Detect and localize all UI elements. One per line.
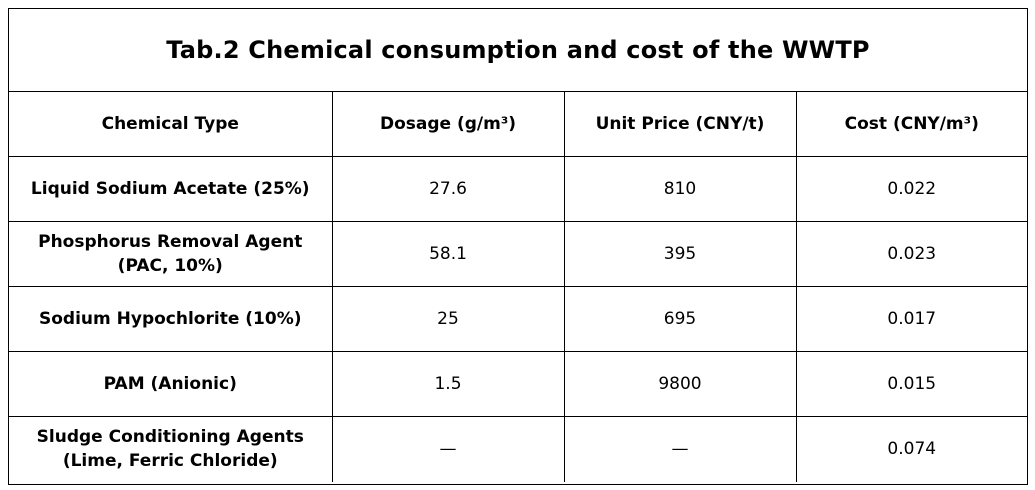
cost-cell: 0.017: [796, 286, 1027, 352]
chemical-type-cell: Sodium Hypochlorite (10%): [9, 286, 333, 352]
chemical-type-line: Phosphorus Removal Agent: [38, 232, 303, 252]
header-row: Chemical Type Dosage (g/m³) Unit Price (…: [9, 92, 1027, 157]
dosage-cell: 1.5: [332, 351, 565, 417]
chemical-type-line: (Lime, Ferric Chloride): [62, 451, 278, 472]
header-unit-price: Unit Price (CNY/t): [564, 92, 797, 157]
dosage-cell: —: [332, 416, 565, 482]
cost-cell: 0.074: [887, 439, 937, 460]
table-row: PAM (Anionic) 1.5 9800 0.015: [9, 351, 1027, 417]
table-title: Tab.2 Chemical consumption and cost of t…: [9, 9, 1027, 92]
table-row: Sodium Hypochlorite (10%) 25 695 0.017: [9, 286, 1027, 352]
cost-cell: 0.023: [796, 221, 1027, 287]
chemical-type-line: Liquid Sodium Acetate (25%): [30, 179, 310, 199]
unit-price-cell: 810: [564, 156, 797, 222]
chemical-type-cell: Sludge Conditioning Agents (Lime, Ferric …: [9, 416, 333, 482]
unit-price-cell: 9800: [564, 351, 797, 417]
chemical-type-line: PAM (Anionic): [103, 374, 237, 394]
unit-price-cell: —: [564, 416, 797, 482]
chemical-type-line: (PAC, 10%): [117, 256, 223, 276]
header-cost: Cost (CNY/m³): [796, 92, 1027, 157]
table-grid: Chemical Type Dosage (g/m³) Unit Price (…: [9, 92, 1027, 482]
table-row: Liquid Sodium Acetate (25%) 27.6 810 0.0…: [9, 156, 1027, 222]
dosage-cell: 27.6: [332, 156, 565, 222]
cost-cell: 0.022: [796, 156, 1027, 222]
chemical-type-cell: Phosphorus Removal Agent (PAC, 10%): [9, 221, 333, 287]
header-chemical-type: Chemical Type: [9, 92, 333, 157]
dosage-cell: 25: [332, 286, 565, 352]
unit-price-cell: 395: [564, 221, 797, 287]
chemical-type-cell: PAM (Anionic): [9, 351, 333, 417]
table-row: Phosphorus Removal Agent (PAC, 10%) 58.1 …: [9, 221, 1027, 287]
header-dosage: Dosage (g/m³): [332, 92, 565, 157]
chemical-type-line: Sludge Conditioning Agents: [36, 427, 304, 448]
chemical-type-cell: Liquid Sodium Acetate (25%): [9, 156, 333, 222]
unit-price-cell: 695: [564, 286, 797, 352]
cost-cell: 0.015: [796, 351, 1027, 417]
dosage-cell: 58.1: [332, 221, 565, 287]
chemical-cost-table: Tab.2 Chemical consumption and cost of t…: [8, 8, 1028, 485]
table-row: Sludge Conditioning Agents (Lime, Ferric …: [9, 416, 1027, 482]
chemical-type-line: Sodium Hypochlorite (10%): [38, 309, 302, 329]
